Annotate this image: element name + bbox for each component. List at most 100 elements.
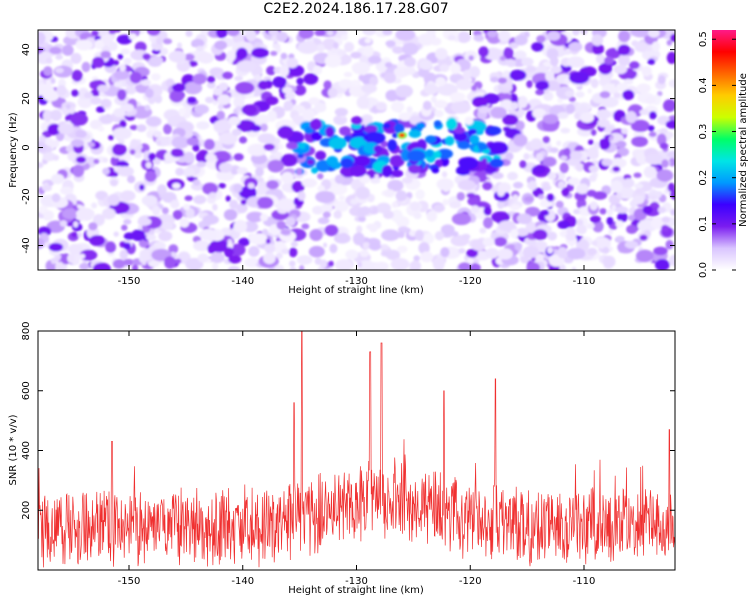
heatmap-blob xyxy=(158,230,173,242)
x-tick-label: -130 xyxy=(345,576,368,587)
heatmap-blob xyxy=(521,57,534,67)
heatmap-peak xyxy=(399,133,405,138)
heatmap-blob xyxy=(665,239,674,250)
heatmap-blob xyxy=(666,39,673,46)
heatmap-blob xyxy=(141,79,151,86)
heatmap-blob xyxy=(128,33,137,40)
colorbar-tick-label: 0.2 xyxy=(698,170,709,186)
heatmap-blob xyxy=(247,143,268,157)
heatmap-blob xyxy=(263,76,272,82)
heatmap-blob xyxy=(55,54,63,60)
heatmap-blob xyxy=(467,257,474,265)
heatmap-blob xyxy=(656,133,667,146)
heatmap-blob xyxy=(446,117,458,130)
heatmap-blob xyxy=(236,47,248,60)
heatmap-blob xyxy=(466,192,476,199)
heatmap-blob xyxy=(59,186,74,195)
heatmap-blob xyxy=(516,227,529,237)
heatmap-blob xyxy=(468,263,481,270)
heatmap-blob xyxy=(153,130,162,138)
heatmap-blob xyxy=(550,56,559,67)
heatmap-blob xyxy=(102,208,116,220)
heatmap-blob xyxy=(216,30,228,39)
heatmap-blob xyxy=(543,181,550,188)
heatmap-blob xyxy=(208,192,217,199)
heatmap-blob xyxy=(107,194,120,206)
heatmap-blob xyxy=(397,231,405,239)
heatmap-blob xyxy=(236,203,248,214)
heatmap-blob xyxy=(51,193,61,203)
x-tick-label: -110 xyxy=(573,276,596,287)
heatmap-blob xyxy=(326,156,339,167)
heatmap-blob xyxy=(244,257,260,268)
heatmap-blob xyxy=(545,70,554,82)
heatmap-blob xyxy=(542,114,559,124)
heatmap-blob xyxy=(362,241,371,250)
heatmap-blob xyxy=(642,205,653,215)
heatmap-blob xyxy=(557,97,564,104)
heatmap-blob xyxy=(587,88,592,94)
heatmap-blob xyxy=(557,112,569,119)
heatmap-blob xyxy=(547,31,561,41)
heatmap-blob xyxy=(471,85,478,91)
heatmap-blob xyxy=(179,218,190,228)
heatmap-blob xyxy=(185,207,195,219)
heatmap-blob xyxy=(248,233,268,245)
heatmap-blob xyxy=(228,116,241,126)
heatmap-blob xyxy=(81,61,91,73)
heatmap-blob xyxy=(304,126,314,134)
heatmap-blob xyxy=(591,240,598,246)
heatmap-blob xyxy=(185,30,193,37)
heatmap-blob xyxy=(280,125,289,135)
colorbar-tick-label: 0.4 xyxy=(698,77,709,93)
heatmap-blob xyxy=(506,59,517,68)
heatmap-blob xyxy=(563,77,571,85)
heatmap-blob xyxy=(163,123,172,135)
heatmap-blob xyxy=(425,135,437,144)
heatmap-blob xyxy=(136,124,147,132)
heatmap-blob xyxy=(129,149,136,155)
heatmap-blob xyxy=(297,190,306,201)
heatmap-blob xyxy=(587,247,598,256)
heatmap-blob xyxy=(177,42,182,49)
heatmap-blob xyxy=(575,91,585,98)
heatmap-blob xyxy=(311,131,323,141)
heatmap-blob xyxy=(469,134,480,145)
heatmap-blob xyxy=(273,151,283,158)
heatmap-blob xyxy=(498,30,511,42)
heatmap-blob xyxy=(196,121,210,130)
heatmap-blob xyxy=(509,69,527,81)
x-tick-label: -120 xyxy=(459,576,482,587)
heatmap-blob xyxy=(245,30,257,42)
heatmap-blob xyxy=(561,187,570,197)
heatmap-blob xyxy=(615,235,625,243)
heatmap-blob xyxy=(596,109,611,120)
heatmap-blob xyxy=(539,199,553,208)
heatmap-blob xyxy=(71,69,83,82)
heatmap-blob xyxy=(524,196,535,203)
heatmap-blob xyxy=(216,110,225,120)
heatmap-blob xyxy=(67,253,75,264)
heatmap-blob xyxy=(67,151,76,161)
heatmap-blob xyxy=(568,71,590,85)
heatmap-blob xyxy=(314,102,327,113)
heatmap-blob xyxy=(547,231,557,241)
heatmap-blob xyxy=(502,114,519,126)
heatmap-blob xyxy=(57,123,75,135)
heatmap-blob xyxy=(615,220,624,228)
heatmap-blob xyxy=(514,34,528,46)
heatmap-blob xyxy=(182,167,195,177)
heatmap-blob xyxy=(373,145,383,153)
heatmap-blob xyxy=(550,65,562,74)
heatmap-blob xyxy=(531,165,546,175)
heatmap-blob xyxy=(113,60,120,66)
heatmap-blob xyxy=(161,222,174,231)
heatmap-blob xyxy=(498,220,516,232)
x-tick-label: -120 xyxy=(459,276,482,287)
heatmap-blob xyxy=(535,152,544,162)
heatmap-blob xyxy=(636,83,651,94)
heatmap-blob xyxy=(375,101,387,111)
heatmap-blob xyxy=(50,78,56,84)
heatmap-blob xyxy=(630,30,651,38)
heatmap-blob xyxy=(134,152,143,159)
